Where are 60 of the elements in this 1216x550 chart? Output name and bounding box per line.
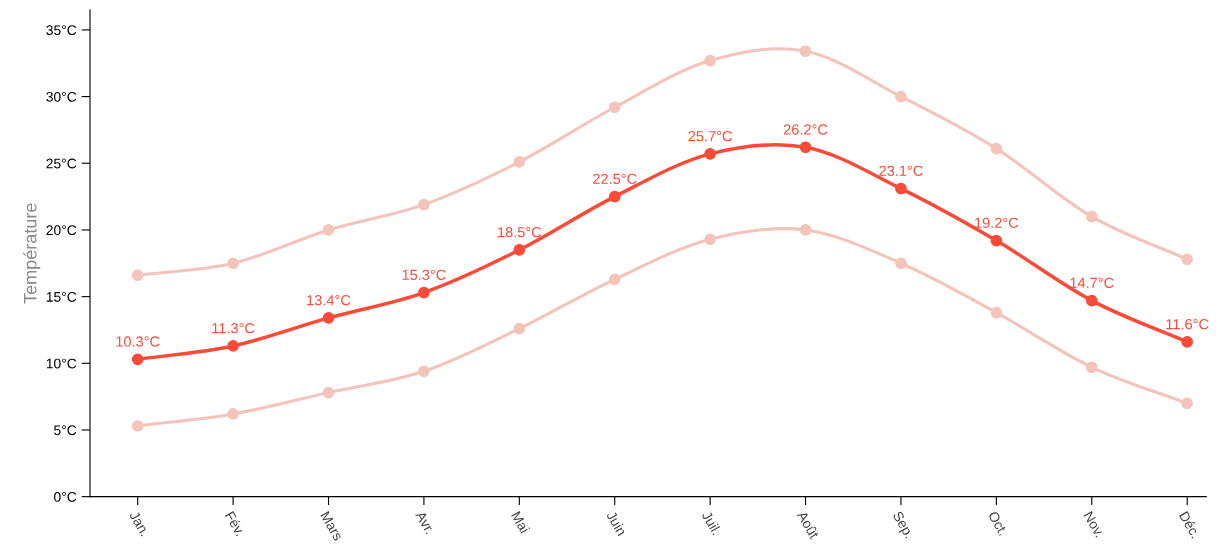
data-label: 25.7°C [688,130,732,142]
y-axis-title: Température [23,203,41,304]
point [418,286,430,299]
point [1181,336,1194,348]
point [227,257,239,270]
point [895,257,907,270]
y-tick-label: 20°C [46,225,77,236]
point [418,365,430,378]
data-label: 19.2°C [975,217,1019,228]
point [131,269,144,282]
point [799,141,812,154]
y-tick-label: 15°C [46,291,77,302]
point [513,244,526,256]
data-label: 22.5°C [593,173,637,184]
point [227,340,239,352]
point [704,148,716,160]
point [1181,253,1194,266]
data-label: 15.3°C [402,269,446,281]
y-tick-label: 0°C [54,491,77,502]
data-label: 13.4°C [307,295,351,306]
y-tick-label: 5°C [54,425,77,436]
point [322,312,335,324]
point [418,198,430,211]
point [990,234,1003,247]
point [1181,397,1194,410]
point [513,322,526,335]
point [1085,294,1098,307]
point [608,190,621,203]
x-tick-label: Avr. [415,510,435,535]
data-label: 14.7°C [1070,277,1114,289]
data-label: 10.3°C [116,336,160,347]
x-tick-label: Juil. [701,510,722,536]
data-label: 18.5°C [498,227,542,238]
point [990,306,1003,319]
point [608,273,621,286]
data-label: 11.6°C [1166,319,1209,330]
y-tick-label: 30°C [46,91,77,102]
point [704,54,716,67]
point [990,142,1003,155]
point [799,45,812,58]
point [608,101,621,114]
data-label: 11.3°C [212,323,255,334]
point [799,224,812,236]
x-tick-label: Mai [511,510,531,534]
point [895,90,907,103]
point [131,353,144,366]
point [513,156,526,168]
point [1085,210,1098,223]
point [322,386,335,399]
point [704,233,716,246]
point [895,182,907,195]
point [131,420,144,432]
y-tick-label: 25°C [46,158,77,169]
point [322,224,335,236]
y-tick-label: 10°C [46,358,77,369]
data-label: 23.1°C [879,165,923,176]
data-label: 26.2°C [783,124,828,135]
y-tick-label: 35°C [46,25,77,36]
point [227,408,239,420]
point [1085,361,1098,374]
